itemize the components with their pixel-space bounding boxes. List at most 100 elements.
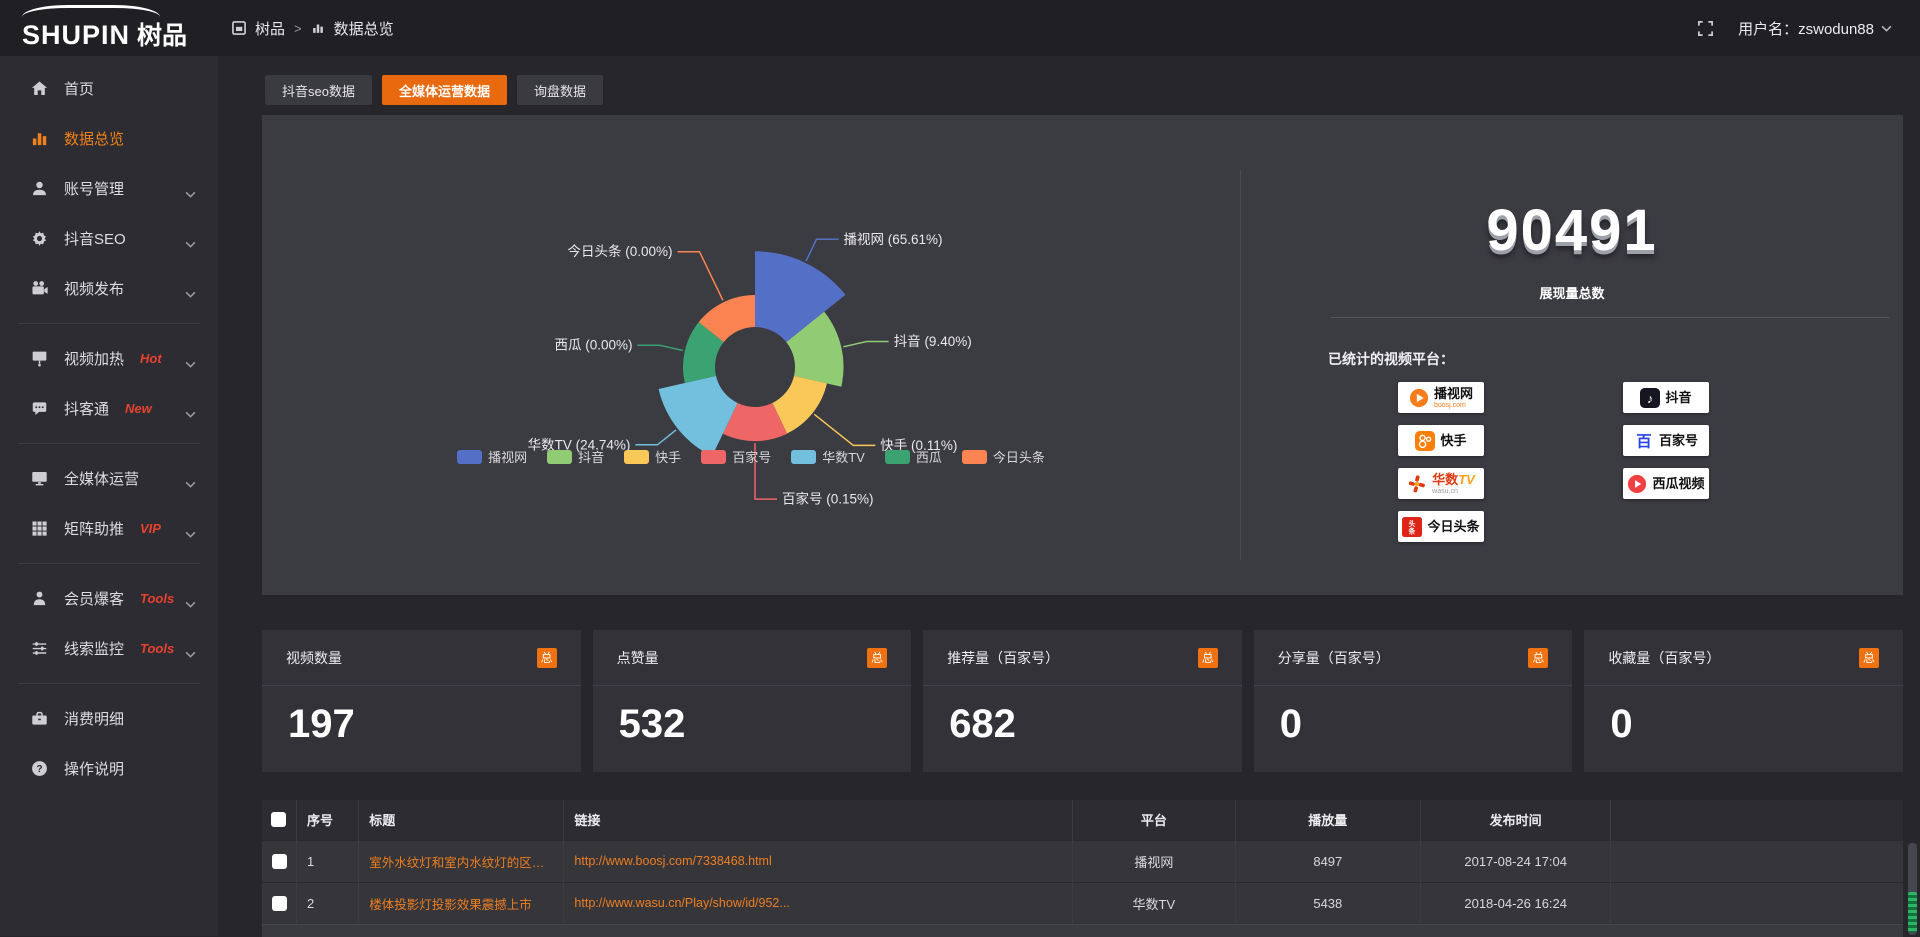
chat-icon (30, 399, 49, 418)
legend-item-播视网[interactable]: 播视网 (457, 447, 527, 466)
sidebar-item-全媒体运营[interactable]: 全媒体运营 (0, 453, 218, 503)
sidebar-item-消费明细[interactable]: 消费明细 (0, 693, 218, 743)
total-badge: 总 (867, 647, 888, 668)
scrollbar-thumb[interactable] (1908, 843, 1917, 935)
sidebar-item-账号管理[interactable]: 账号管理 (0, 163, 218, 213)
pie-slice-快手[interactable] (772, 375, 827, 434)
legend-swatch (547, 449, 573, 464)
sidebar-divider (18, 563, 200, 564)
sidebar-item-线索监控[interactable]: 线索监控 Tools (0, 623, 218, 673)
platform-badge-text: 快手 (1440, 434, 1466, 447)
svg-text:条: 条 (1409, 526, 1416, 535)
sidebar-item-抖客通[interactable]: 抖客通 New (0, 383, 218, 433)
breadcrumb-separator: > (294, 20, 302, 36)
column-header-序号: 序号 (296, 800, 360, 840)
pie-slice-西瓜[interactable] (682, 322, 724, 383)
legend-label: 西瓜 (915, 450, 942, 465)
sidebar-item-操作说明[interactable]: ? 操作说明 (0, 743, 218, 793)
sidebar-item-label: 账号管理 (64, 180, 125, 198)
total-badge: 总 (536, 647, 557, 668)
pie-slice-百家号[interactable] (722, 403, 788, 442)
fullscreen-icon[interactable] (1697, 20, 1714, 37)
row-select-cell (262, 839, 297, 882)
cell-link-link[interactable]: http://www.wasu.cn/Play/show/id/952... (574, 896, 790, 911)
platform-badge-播视网: 播视网 boosj.com (1398, 382, 1484, 413)
tab-全媒体运营数据[interactable]: 全媒体运营数据 (381, 75, 507, 105)
pie-slice-播视网[interactable] (755, 251, 846, 343)
tab-询盘数据[interactable]: 询盘数据 (516, 75, 603, 105)
legend-item-快手[interactable]: 快手 (624, 447, 681, 466)
column-header-标题: 标题 (358, 800, 565, 840)
chevron-down-icon (185, 285, 196, 298)
xigua-logo (1627, 474, 1647, 494)
platform-badge-text: 抖音 (1665, 391, 1691, 404)
kuaishou-logo (1415, 430, 1436, 451)
stat-card-value: 682 (949, 702, 1016, 746)
total-badge: 总 (1197, 647, 1218, 668)
help-icon: ? (30, 759, 49, 778)
logo-text-en: SHUPIN (22, 20, 131, 50)
wasu-logo (1407, 474, 1427, 494)
sidebar-item-label: 数据总览 (64, 130, 125, 148)
cell-title-link[interactable]: 室外水纹灯和室内水纹灯的区别和简介 (369, 855, 553, 870)
row-checkbox[interactable] (272, 895, 287, 911)
chevron-down-icon (185, 405, 196, 418)
legend-item-华数TV[interactable]: 华数TV (791, 447, 865, 466)
row-checkbox[interactable] (272, 853, 287, 869)
wallet-icon (30, 709, 49, 728)
pie-slice-抖音[interactable] (786, 311, 844, 387)
pie-label-line (635, 429, 677, 446)
sidebar-item-抖音SEO[interactable]: 抖音SEO (0, 213, 218, 263)
videos-table: 序号标题链接平台播放量发布时间1室外水纹灯和室内水纹灯的区别和简介http://… (262, 800, 1903, 937)
cell-published: 2017-08-24 17:04 (1420, 839, 1612, 882)
breadcrumb-root[interactable]: 树品 (255, 20, 286, 38)
pie-label-line (637, 344, 684, 352)
app-logo: SHUPIN 树品 (0, 0, 218, 56)
sidebar-item-首页[interactable]: 首页 (0, 63, 218, 113)
platform-badge-抖音: ♪ 抖音 (1623, 382, 1709, 413)
stat-card-title: 收藏量（百家号） (1608, 649, 1721, 666)
pie-slice-华数TV[interactable] (658, 375, 738, 457)
stat-card-header: 视频数量 总 (262, 630, 581, 686)
tab-抖音seo数据[interactable]: 抖音seo数据 (265, 75, 372, 105)
cell-views: 5438 (1235, 881, 1422, 924)
cell-index: 2 (296, 881, 360, 924)
platform-badge-西瓜视频: 西瓜视频 (1623, 468, 1709, 499)
sidebar-item-label: 消费明细 (64, 710, 125, 728)
sidebar-item-badge: New (125, 400, 152, 416)
platform-badge-百家号: 百百家号 (1623, 425, 1709, 456)
stat-card-收藏量（百家号）: 收藏量（百家号） 总 0 (1584, 630, 1903, 772)
pie-label: 今日头条 (0.00%) (567, 243, 672, 259)
legend-swatch (457, 449, 483, 464)
legend-swatch (701, 449, 727, 464)
sidebar-item-数据总览[interactable]: 数据总览 (0, 113, 218, 163)
legend-item-今日头条[interactable]: 今日头条 (961, 447, 1045, 466)
impressions-total-label: 展现量总数 (1539, 286, 1605, 301)
sidebar-item-视频发布[interactable]: 视频发布 (0, 263, 218, 313)
legend-label: 快手 (655, 450, 682, 465)
legend-item-百家号[interactable]: 百家号 (701, 447, 771, 466)
cell-published: 2018-04-26 16:24 (1420, 881, 1612, 924)
cell-link-link[interactable]: http://www.boosj.com/7338468.html (574, 854, 772, 868)
platform-badge-text: 百家号 (1659, 434, 1698, 447)
platform-badge-text: 播视网 boosj.com (1434, 387, 1473, 409)
table-row-partial (262, 924, 1903, 937)
cell-title-link[interactable]: 楼体投影灯投影效果震撼上市 (369, 897, 532, 912)
legend-item-抖音[interactable]: 抖音 (547, 447, 604, 466)
platform-badge-name: 快手 (1440, 433, 1467, 448)
legend-swatch (624, 449, 650, 464)
sidebar-item-会员爆客[interactable]: 会员爆客 Tools (0, 573, 218, 623)
chevron-down-icon (185, 525, 196, 538)
pie-slice-今日头条[interactable] (698, 295, 755, 343)
stat-card-title: 分享量（百家号） (1277, 649, 1390, 666)
sidebar-item-视频加热[interactable]: 视频加热 Hot (0, 333, 218, 383)
stat-card-value: 0 (1610, 702, 1633, 746)
user-menu[interactable]: 用户名：zswodun88 (1738, 18, 1892, 39)
column-header-发布时间: 发布时间 (1420, 800, 1612, 840)
legend-item-西瓜[interactable]: 西瓜 (884, 447, 942, 466)
sidebar-item-label: 抖音SEO (64, 230, 126, 248)
stat-card-推荐量（百家号）: 推荐量（百家号） 总 682 (923, 630, 1242, 772)
cell-platform: 华数TV (1072, 881, 1236, 924)
sidebar-item-矩阵助推[interactable]: 矩阵助推 VIP (0, 503, 218, 553)
select-all-checkbox[interactable] (271, 812, 287, 828)
